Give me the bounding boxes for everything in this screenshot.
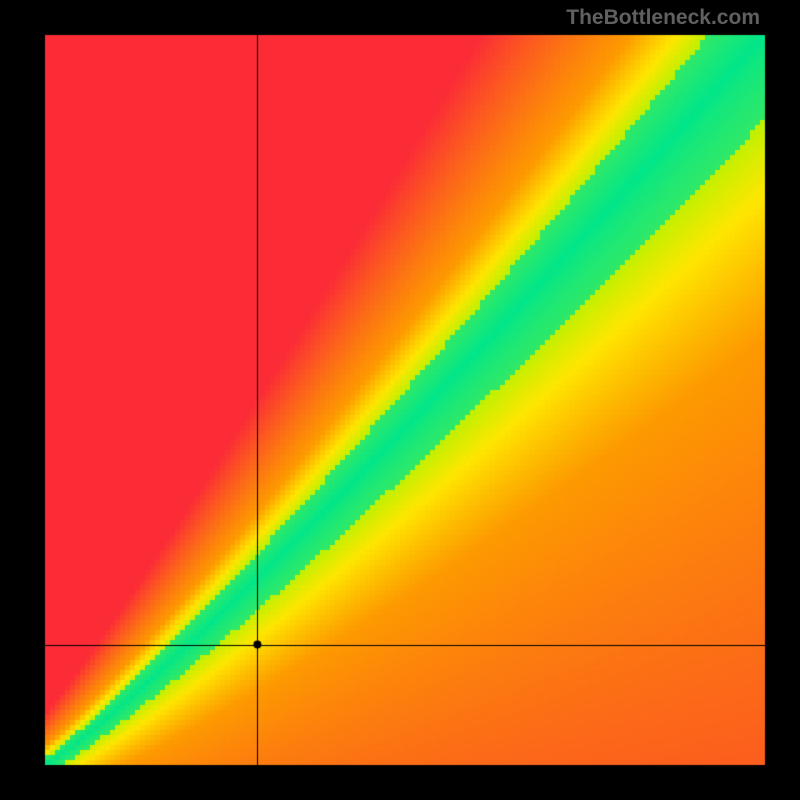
watermark-text: TheBottleneck.com	[566, 6, 760, 30]
bottleneck-heatmap	[0, 0, 800, 800]
chart-container: TheBottleneck.com	[0, 0, 800, 800]
